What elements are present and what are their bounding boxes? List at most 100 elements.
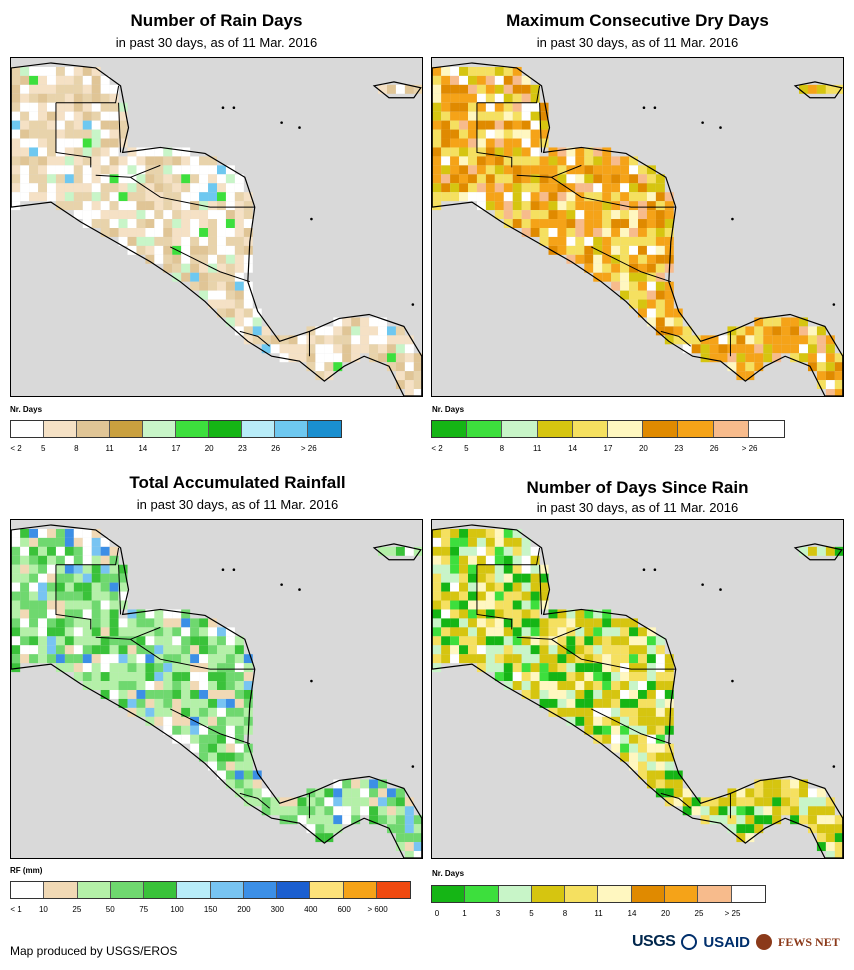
legend-tick-label: 10 <box>38 905 48 914</box>
legend-swatch <box>713 421 749 437</box>
jamaica-coastline <box>372 81 422 99</box>
island <box>298 126 301 129</box>
legend-tick-label: 300 <box>270 905 285 914</box>
legend-swatch <box>643 421 679 437</box>
country-border <box>55 85 120 104</box>
legend-swatch <box>678 421 714 437</box>
legend-tick-label: 25 <box>72 905 82 914</box>
legend-swatch <box>310 882 344 898</box>
days-since-rain-map <box>431 519 844 859</box>
legend-tick-label: 0 <box>434 909 440 918</box>
land-grid <box>11 528 422 858</box>
panel-title: Total Accumulated Rainfall <box>129 473 346 492</box>
map-canvas <box>432 524 843 858</box>
country-border <box>476 547 541 566</box>
country-border <box>130 176 255 208</box>
legend-colorbar <box>10 420 342 438</box>
legend-swatch <box>608 421 644 437</box>
legend-title: Nr. Days <box>10 405 43 414</box>
map-canvas <box>11 524 422 858</box>
island <box>719 588 722 591</box>
country-border <box>476 564 513 630</box>
legend-tick-label: 20 <box>661 909 670 918</box>
legend-tick-label: 5 <box>529 909 534 918</box>
island <box>701 583 704 586</box>
coastline <box>432 62 843 396</box>
legend-swatch <box>242 421 275 437</box>
usaid-seal-icon <box>681 934 698 950</box>
island <box>653 568 657 571</box>
coastline <box>432 524 843 858</box>
country-border <box>591 246 671 283</box>
legend-tick-label: 23 <box>237 444 247 453</box>
legend-tick-label: 26 <box>271 444 281 453</box>
island <box>411 303 415 306</box>
island <box>832 765 836 768</box>
legend-tick-label: 11 <box>105 444 114 453</box>
legend-swatch <box>565 886 599 902</box>
country-border <box>130 638 255 670</box>
island <box>280 121 283 124</box>
legend-tick-label: 100 <box>170 905 184 914</box>
country-border <box>55 102 92 168</box>
legend-tick-label: > 26 <box>300 444 317 453</box>
legend-tick-label: > 600 <box>367 905 388 914</box>
legend-swatch <box>210 882 244 898</box>
legend-tick-label: 14 <box>138 444 148 453</box>
country-border <box>476 102 513 168</box>
legend-tick-label: 150 <box>203 905 218 914</box>
country-border <box>239 330 271 347</box>
country-border <box>476 85 541 104</box>
legend-tick-label: 17 <box>603 444 613 453</box>
map-canvas <box>432 62 843 396</box>
rain-days-map <box>10 57 423 397</box>
legend-swatch <box>176 421 209 437</box>
panel-title: Maximum Consecutive Dry Days <box>506 11 769 30</box>
country-border <box>95 626 161 640</box>
legend-swatch <box>731 886 765 902</box>
legend-swatch <box>432 886 466 902</box>
total-rainfall-map <box>10 519 423 859</box>
legend-swatch <box>177 882 211 898</box>
legend-tick-label: 75 <box>139 905 149 914</box>
legend-swatch <box>144 882 178 898</box>
legend-swatch <box>465 886 499 902</box>
legend-swatch <box>498 886 532 902</box>
jamaica-coastline <box>793 81 843 99</box>
legend-swatch <box>110 421 143 437</box>
legend-colorbar <box>431 420 785 438</box>
panel-subtitle: in past 30 days, as of 11 Mar. 2016 <box>536 35 739 50</box>
legend-tick-label: 8 <box>499 444 505 453</box>
jamaica-coastline <box>793 543 843 561</box>
legend-tick-label: > 26 <box>741 444 758 453</box>
legend-tick-label: 14 <box>627 909 637 918</box>
legend-swatch <box>631 886 666 902</box>
legend-tick-label: 20 <box>204 444 214 453</box>
country-border <box>539 564 543 615</box>
legend-tick-label: 50 <box>105 905 115 914</box>
island <box>701 121 704 124</box>
legend-swatch <box>343 882 377 898</box>
country-border <box>95 164 161 178</box>
fews-net-logo: FEWS NET <box>778 934 840 949</box>
legend-tick-label: 11 <box>533 444 542 453</box>
legend-swatch <box>531 886 566 902</box>
island <box>221 106 225 109</box>
legend-swatch <box>11 882 45 898</box>
coastline <box>11 524 422 858</box>
country-border <box>591 708 671 745</box>
legend-tick-label: 17 <box>171 444 181 453</box>
country-border <box>118 102 122 153</box>
legend-tick-label: 25 <box>694 909 704 918</box>
island <box>310 679 313 683</box>
legend-swatch <box>467 421 503 437</box>
agency-logos: USGS USAID FEWS NET <box>632 933 840 951</box>
legend-colorbar <box>10 881 411 899</box>
legend-tick-label: 26 <box>709 444 719 453</box>
legend-swatch <box>572 421 609 437</box>
land-grid <box>432 66 843 396</box>
island <box>280 583 283 586</box>
legend-swatch <box>110 882 144 898</box>
panel-title: Number of Days Since Rain <box>526 478 749 497</box>
island <box>232 568 236 571</box>
